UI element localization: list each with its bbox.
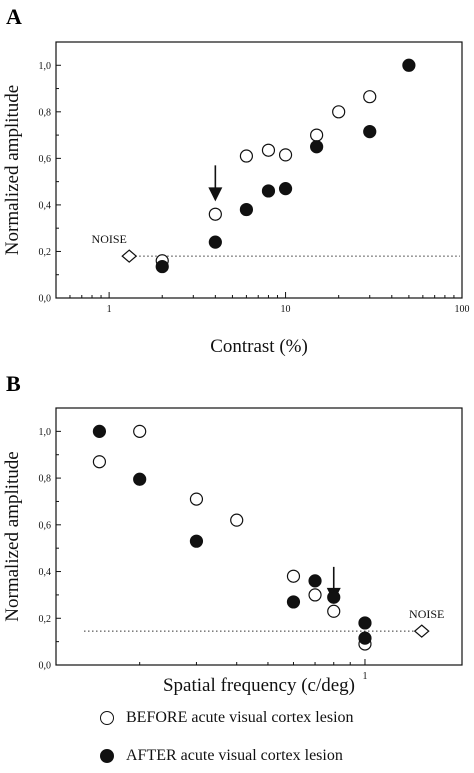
data-point-after [363,125,377,139]
legend-label-before: BEFORE acute visual cortex lesion [126,709,354,726]
noise-marker-diamond [413,624,430,638]
chart-spatial-frequency: 0,0 0,2 0,4 0,6 0,8 1,0 1 Spatial frequency (c/… [2,407,463,696]
x-axis-title: Contrast (%) [210,336,308,357]
y-tick-label: 0,2 [39,247,52,258]
x-tick-label: 1 [362,671,367,682]
y-tick-label: 1,0 [39,427,52,438]
x-tick-label: 100 [455,304,470,315]
y-tick-label: 0,0 [39,294,52,305]
data-point-before [363,90,377,104]
data-point-before [332,105,346,119]
arrow-head-icon [208,187,223,202]
data-point-after [310,140,324,154]
data-point-before [310,128,324,142]
noise-label: NOISE [92,232,127,246]
data-point-before [286,569,301,583]
data-point-after [327,590,341,604]
open-circle-icon [100,711,114,725]
data-point-before [92,455,107,469]
y-tick-label: 0,6 [39,520,52,531]
plot-frame [55,41,463,299]
data-point-after [358,631,372,645]
y-axis-title: Normalized amplitude [2,451,23,621]
y-axis-title: Normalized amplitude [2,85,23,255]
legend-item-before: BEFORE acute visual cortex lesion [100,709,354,727]
data-point-before [230,513,244,527]
y-tick-label: 0,8 [39,107,52,118]
filled-circle-icon [100,749,114,763]
data-point-after [278,182,293,196]
y-tick-label: 0,4 [39,567,52,578]
data-point-before [327,604,341,618]
data-point-before [261,143,276,157]
y-tick-label: 0,6 [39,154,52,165]
y-tick-label: 0,0 [39,661,52,672]
chart-contrast: 0,0 0,2 0,4 0,6 0,8 1,0 1 10 100 Contrast (%) Norm… [2,41,470,357]
data-point-after [155,259,169,274]
data-point-before [133,424,147,438]
data-point-after [92,424,107,438]
y-tick-label: 0,8 [39,474,52,485]
noise-label: NOISE [409,607,444,621]
data-point-after [261,184,276,198]
panel-label-b: B [6,371,21,396]
data-point-after [308,574,322,588]
data-point-before [239,149,254,163]
data-point-before [278,148,293,162]
data-point-before [189,492,204,506]
y-tick-label: 0,2 [39,614,52,625]
plot-frame [55,407,463,666]
data-point-after [402,58,416,72]
x-tick-label: 1 [107,304,112,315]
y-tick-label: 0,4 [39,200,52,211]
data-point-after [358,616,372,630]
legend-item-after: AFTER acute visual cortex lesion [100,747,343,765]
y-tick-label: 1,0 [39,61,52,72]
data-point-after [239,202,254,217]
data-point-after [133,472,147,486]
data-point-before [208,207,222,221]
x-tick-label: 10 [281,304,291,315]
panel-label-a: A [6,4,22,29]
data-point-before [308,588,322,602]
x-axis-title: Spatial frequency (c/deg) [163,675,355,696]
data-point-after [189,534,204,548]
noise-marker-diamond [121,249,138,263]
data-point-after [208,235,222,249]
data-point-after [286,595,301,609]
legend-label-after: AFTER acute visual cortex lesion [126,747,343,764]
